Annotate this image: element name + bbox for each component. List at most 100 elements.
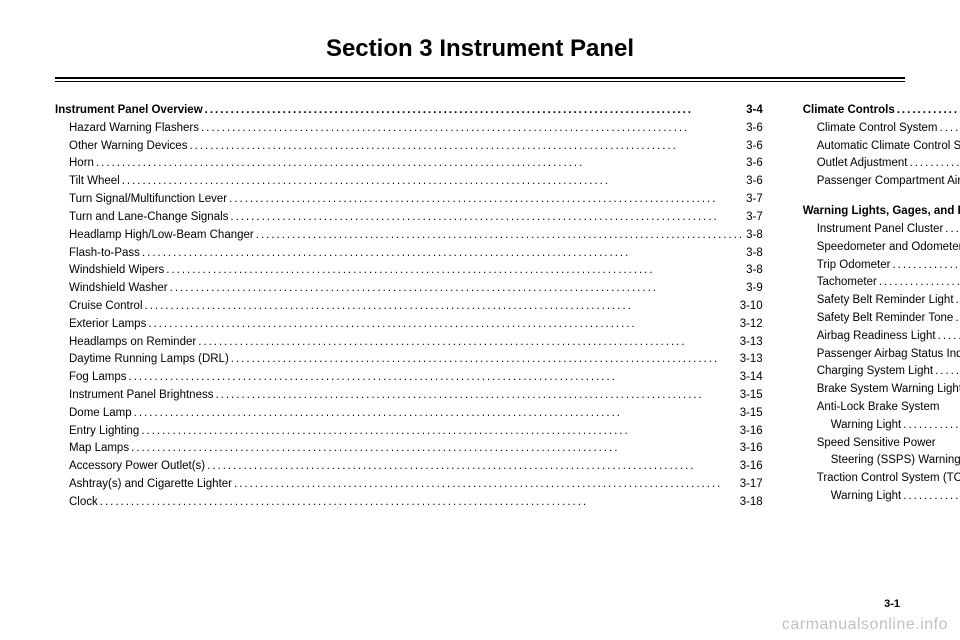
page-number: 3-1 [884,598,900,610]
toc-entry: Horn 3-6 [55,155,763,173]
toc-entry: Tilt Wheel3-6 [55,173,763,191]
toc-columns: Instrument Panel Overview3-4Hazard Warni… [55,102,905,512]
toc-entry: Daytime Running Lamps (DRL)3-13 [55,351,763,369]
toc-entry: Anti-Lock Brake System [803,399,960,417]
toc-dots [207,458,738,476]
toc-page: 3-14 [740,369,763,387]
toc-page: 3-8 [746,262,763,280]
toc-entry: Warning Lights, Gages, and Indicators3-2… [803,203,960,221]
toc-dots [145,298,738,316]
toc-entry: Instrument Panel Cluster3-30 [803,221,960,239]
toc-entry: Clock3-18 [55,494,763,512]
toc-entry: Headlamps on Reminder3-13 [55,334,763,352]
toc-page: 3-8 [746,245,763,263]
toc-entry: Passenger Airbag Status Indicator3-33 [803,346,960,364]
toc-dots [96,155,744,173]
toc-label: Safety Belt Reminder Light [817,292,954,310]
toc-label: Headlamps on Reminder [69,334,196,352]
toc-entry: Charging System Light3-35 [803,363,960,381]
toc-entry: Cruise Control3-10 [55,298,763,316]
toc-label: Climate Control System [817,120,938,138]
toc-page: 3-16 [740,458,763,476]
toc-page: 3-6 [746,155,763,173]
toc-entry: Ashtray(s) and Cigarette Lighter 3-17 [55,476,763,494]
toc-entry: Safety Belt Reminder Light3-32 [803,292,960,310]
toc-page: 3-4 [746,102,763,120]
page-title: Section 3 Instrument Panel [55,35,905,63]
toc-entry: Entry Lighting3-16 [55,423,763,441]
toc-entry: Headlamp High/Low-Beam Changer3-8 [55,227,763,245]
toc-label: Horn [69,155,94,173]
toc-page: 3-13 [740,351,763,369]
toc-right-column: Climate Controls3-19Climate Control Syst… [803,102,960,512]
toc-label: Exterior Lamps [69,316,146,334]
toc-entry: Brake System Warning Light3-36 [803,381,960,399]
toc-dots [892,257,960,275]
toc-label: Charging System Light [817,363,933,381]
toc-dots [955,310,960,328]
toc-dots [131,440,738,458]
toc-dots [166,262,744,280]
toc-label: Traction Control System (TCS) [817,470,960,488]
toc-label: Safety Belt Reminder Tone [817,310,954,328]
toc-entry: Steering (SSPS) Warning Light3-37 [803,452,960,470]
toc-label: Warning Light [831,488,902,506]
toc-label: Brake System Warning Light [817,381,960,399]
toc-label: Instrument Panel Overview [55,102,203,120]
toc-dots [189,138,744,156]
toc-dots [229,191,744,209]
toc-dots [230,209,744,227]
toc-page: 3-7 [746,191,763,209]
toc-label: Ashtray(s) and Cigarette Lighter [69,476,232,494]
toc-label: Airbag Readiness Light [817,328,936,346]
toc-page: 3-7 [746,209,763,227]
toc-entry: Safety Belt Reminder Tone3-32 [803,310,960,328]
toc-label: Steering (SSPS) Warning Light [831,452,960,470]
toc-label: Speed Sensitive Power [817,435,936,453]
toc-dots [231,351,738,369]
toc-page: 3-6 [746,173,763,191]
toc-label: Outlet Adjustment [817,155,908,173]
toc-entry: Automatic Climate Control System3-22 [803,138,960,156]
toc-page: 3-12 [740,316,763,334]
toc-label: Passenger Airbag Status Indicator [817,346,960,364]
toc-entry: Instrument Panel Brightness3-15 [55,387,763,405]
toc-entry: Other Warning Devices3-6 [55,138,763,156]
toc-page: 3-9 [746,280,763,298]
toc-dots [897,102,960,120]
toc-label: Accessory Power Outlet(s) [69,458,205,476]
toc-dots [938,328,960,346]
toc-dots [148,316,737,334]
toc-entry: Traction Control System (TCS) [803,470,960,488]
toc-dots [910,155,960,173]
toc-entry: Instrument Panel Overview 3-4 [55,102,763,120]
toc-dots [234,476,738,494]
toc-label: Windshield Wipers [69,262,164,280]
toc-entry: Exterior Lamps 3-12 [55,316,763,334]
toc-entry: Accessory Power Outlet(s) 3-16 [55,458,763,476]
toc-label: Trip Odometer [817,257,891,275]
toc-entry: Dome Lamp3-15 [55,405,763,423]
toc-dots [100,494,738,512]
toc-page: 3-16 [740,440,763,458]
toc-dots [205,102,744,120]
toc-label: Climate Controls [803,102,895,120]
toc-entry: Climate Controls3-19 [803,102,960,120]
toc-entry: Turn and Lane-Change Signals3-7 [55,209,763,227]
toc-entry: Turn Signal/Multifunction Lever3-7 [55,191,763,209]
toc-page: 3-17 [740,476,763,494]
toc-label: Headlamp High/Low-Beam Changer [69,227,254,245]
toc-label: Fog Lamps [69,369,127,387]
toc-label: Automatic Climate Control System [817,138,960,156]
toc-label: Warning Light [831,417,902,435]
toc-dots [122,173,744,191]
toc-entry: Trip Odometer3-31 [803,257,960,275]
toc-label: Instrument Panel Brightness [69,387,213,405]
toc-page: 3-6 [746,138,763,156]
toc-entry: Windshield Washer3-9 [55,280,763,298]
toc-entry: Climate Control System3-19 [803,120,960,138]
toc-entry: Warning Light3-38 [803,488,960,506]
toc-label: Dome Lamp [69,405,132,423]
toc-dots [903,488,960,506]
toc-left-column: Instrument Panel Overview3-4Hazard Warni… [55,102,763,512]
